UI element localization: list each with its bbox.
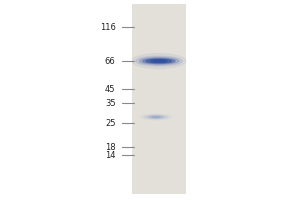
Text: 35: 35 bbox=[105, 98, 116, 108]
Text: 14: 14 bbox=[105, 150, 116, 160]
Ellipse shape bbox=[148, 116, 164, 118]
Ellipse shape bbox=[144, 115, 168, 119]
Text: 45: 45 bbox=[105, 84, 116, 94]
Text: 116: 116 bbox=[100, 22, 116, 31]
Text: 18: 18 bbox=[105, 142, 116, 152]
Text: 66: 66 bbox=[105, 56, 116, 66]
Ellipse shape bbox=[139, 58, 179, 64]
Ellipse shape bbox=[151, 116, 161, 118]
Ellipse shape bbox=[132, 53, 186, 68]
Ellipse shape bbox=[146, 59, 172, 63]
Text: 25: 25 bbox=[105, 118, 116, 128]
Ellipse shape bbox=[151, 60, 167, 62]
Ellipse shape bbox=[143, 58, 175, 64]
Bar bbox=[132, 4, 186, 194]
Ellipse shape bbox=[136, 56, 182, 66]
Ellipse shape bbox=[154, 60, 164, 62]
